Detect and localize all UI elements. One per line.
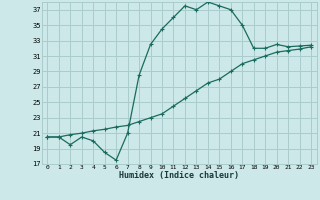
X-axis label: Humidex (Indice chaleur): Humidex (Indice chaleur) — [119, 171, 239, 180]
